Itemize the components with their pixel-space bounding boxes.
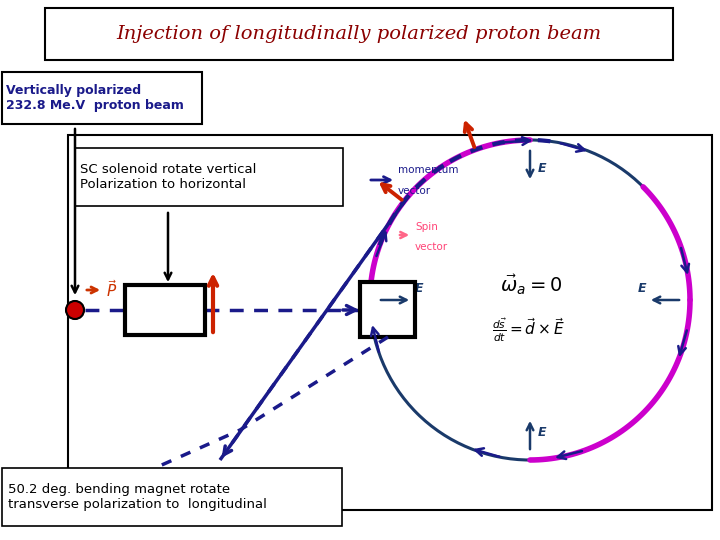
Text: vector: vector — [415, 242, 448, 252]
Bar — [2, 468, 342, 526]
Bar — [125, 285, 205, 335]
Text: Vertically polarized
232.8 Me.V  proton beam: Vertically polarized 232.8 Me.V proton b… — [6, 84, 184, 112]
Bar — [68, 135, 712, 510]
Text: E: E — [538, 161, 546, 174]
Text: momentum: momentum — [398, 165, 459, 175]
Text: E: E — [538, 426, 546, 438]
Text: E: E — [415, 281, 423, 294]
Bar — [2, 72, 202, 124]
Text: 50.2 deg. bending magnet rotate
transverse polarization to  longitudinal: 50.2 deg. bending magnet rotate transver… — [8, 483, 267, 511]
Bar — [45, 8, 673, 60]
Text: $\vec{P}$: $\vec{P}$ — [106, 280, 117, 300]
Text: Injection of longitudinally polarized proton beam: Injection of longitudinally polarized pr… — [117, 25, 602, 43]
Text: Spin: Spin — [415, 222, 438, 232]
Circle shape — [72, 307, 78, 313]
Text: E: E — [638, 281, 647, 294]
Text: SC solenoid rotate vertical
Polarization to horizontal: SC solenoid rotate vertical Polarization… — [80, 163, 256, 191]
Text: $\vec{\omega}_a = 0$: $\vec{\omega}_a = 0$ — [500, 273, 562, 298]
Text: vector: vector — [398, 186, 431, 196]
Circle shape — [66, 301, 84, 319]
Bar — [360, 282, 415, 337]
Text: $\frac{d\vec{s}}{dt} = \vec{d} \times \vec{E}$: $\frac{d\vec{s}}{dt} = \vec{d} \times \v… — [492, 316, 565, 343]
Bar — [75, 148, 343, 206]
